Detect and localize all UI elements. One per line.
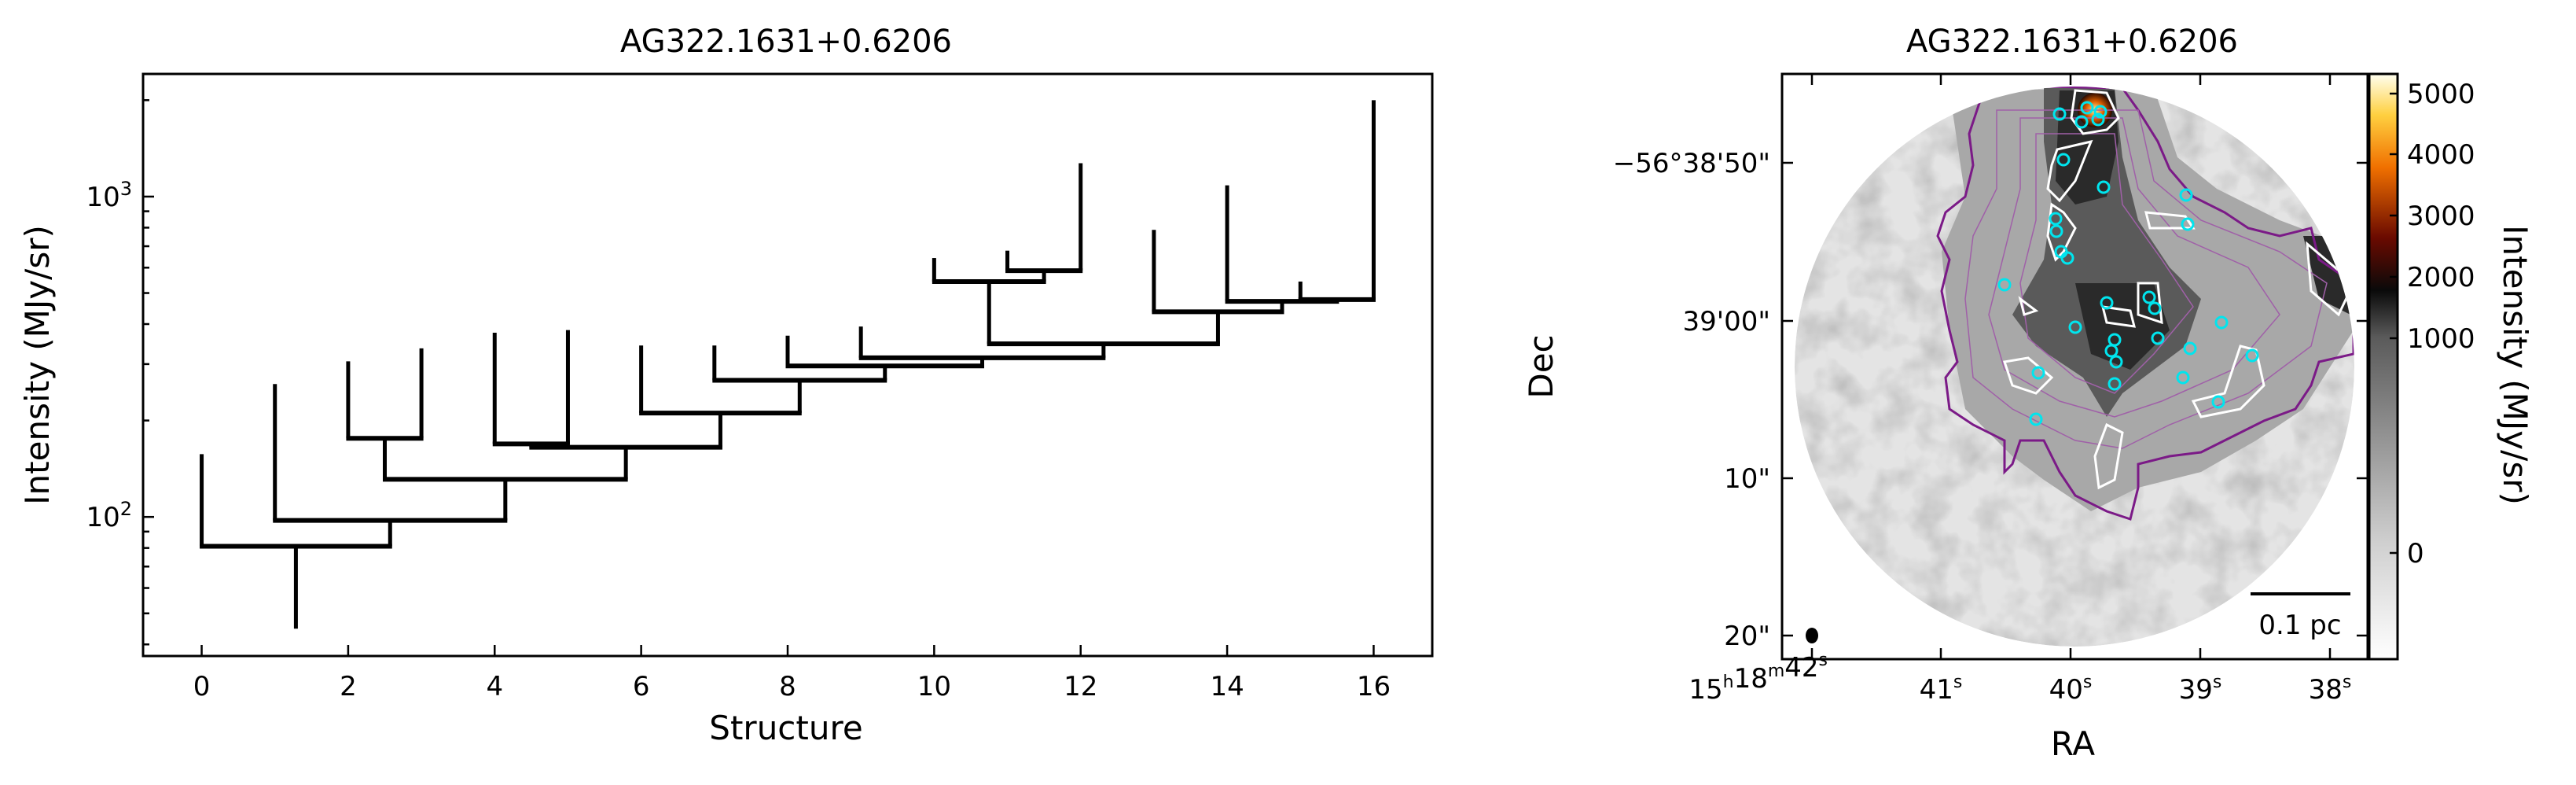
x-tick-label: 14 bbox=[1210, 671, 1244, 702]
dec-tick-label: 20" bbox=[1724, 621, 1770, 652]
core-marker bbox=[2183, 341, 2197, 356]
leaf-contours bbox=[2003, 89, 2354, 490]
core-marker bbox=[2049, 212, 2063, 226]
ra-tick-label: 39s bbox=[2179, 673, 2222, 706]
core-marker bbox=[2142, 290, 2156, 304]
core-marker bbox=[2104, 344, 2118, 358]
core-marker bbox=[2148, 301, 2162, 315]
core-marker bbox=[2109, 355, 2123, 369]
core-marker bbox=[2107, 377, 2122, 391]
dec-tick-label: 39'00" bbox=[1682, 306, 1770, 337]
core-marker bbox=[2031, 366, 2045, 380]
colorbar-tick-label: 1000 bbox=[2407, 323, 2475, 355]
outer-contour bbox=[1936, 87, 2354, 521]
x-tick-label: 12 bbox=[1064, 671, 1097, 702]
colorbar-tick-label: 5000 bbox=[2407, 79, 2475, 110]
dendrogram-panel: AG322.1631+0.6206 0 2 4 6 8 10 12 14 16 102 103 St… bbox=[18, 24, 1434, 747]
core-marker bbox=[2211, 395, 2225, 409]
core-marker bbox=[2096, 180, 2111, 194]
dec-axis-label: Dec bbox=[1522, 334, 1560, 398]
dendrogram-branches bbox=[200, 100, 1376, 629]
ra-tick-label: 15h18m42s bbox=[1689, 650, 1828, 706]
x-tick-label: 16 bbox=[1357, 671, 1391, 702]
core-markers bbox=[1997, 101, 2259, 426]
core-marker bbox=[2068, 320, 2082, 334]
core-marker bbox=[2100, 296, 2114, 310]
y-tick-label: 103 bbox=[86, 178, 132, 213]
core-marker bbox=[2176, 370, 2190, 385]
dec-tick-label: 10" bbox=[1724, 463, 1770, 495]
dendrogram-title: AG322.1631+0.6206 bbox=[620, 24, 952, 60]
y-tick-label: 102 bbox=[86, 498, 132, 533]
image-axes-frame bbox=[1780, 72, 2369, 661]
core-marker bbox=[2052, 107, 2067, 121]
x-tick-label: 4 bbox=[486, 671, 503, 702]
colorbar-ticks: 5000 4000 3000 2000 1000 0 bbox=[2390, 79, 2475, 569]
scale-bar-label: 0.1 pc bbox=[2258, 610, 2341, 641]
ra-tick-label: 41s bbox=[1920, 673, 1963, 706]
image-title: AG322.1631+0.6206 bbox=[1906, 24, 2238, 60]
core-marker bbox=[2179, 188, 2193, 202]
inner-contours bbox=[1964, 109, 2328, 449]
colorbar-label: Intensity (MJy/sr) bbox=[2496, 225, 2534, 505]
x-tick-label: 6 bbox=[633, 671, 650, 702]
beam-icon bbox=[1806, 628, 1818, 643]
dense-core bbox=[2056, 90, 2354, 370]
dec-tick-label: −56°38'50" bbox=[1613, 148, 1770, 179]
image-panel: AG322.1631+0.6206 15h18m42s 41s 40s 39s 38s −… bbox=[1522, 24, 2534, 763]
core-marker bbox=[2093, 105, 2107, 119]
core-marker bbox=[2181, 217, 2195, 231]
core-marker bbox=[2080, 101, 2094, 115]
y-axis-label: Intensity (MJy/sr) bbox=[18, 225, 57, 505]
colorbar-tick-label: 2000 bbox=[2407, 262, 2475, 293]
dendrogram-ticks: 0 2 4 6 8 10 12 14 16 102 103 bbox=[86, 99, 1391, 702]
x-tick-label: 8 bbox=[779, 671, 796, 702]
core-marker bbox=[2091, 112, 2105, 127]
x-tick-label: 10 bbox=[917, 671, 951, 702]
colorbar-tick-label: 3000 bbox=[2407, 201, 2475, 232]
core-marker bbox=[2056, 153, 2071, 167]
x-axis-label: Structure bbox=[709, 709, 862, 747]
x-tick-label: 2 bbox=[340, 671, 357, 702]
core-marker bbox=[2029, 412, 2043, 426]
core-marker bbox=[2214, 315, 2229, 330]
ra-tick-label: 40s bbox=[2049, 673, 2093, 706]
colorbar-tick-label: 4000 bbox=[2407, 139, 2475, 171]
core-marker bbox=[2074, 115, 2089, 129]
intensity-map bbox=[1795, 87, 2354, 647]
colorbar bbox=[2368, 72, 2399, 661]
ra-tick-label: 38s bbox=[2309, 673, 2352, 706]
image-ticks: 15h18m42s 41s 40s 39s 38s −56°38'50" 39'00" 10"… bbox=[1613, 74, 2368, 706]
core-marker bbox=[2245, 348, 2259, 363]
core-marker bbox=[2151, 331, 2165, 345]
core-marker bbox=[1997, 278, 2012, 292]
x-tick-label: 0 bbox=[193, 671, 211, 702]
core-marker bbox=[2060, 251, 2074, 265]
ra-axis-label: RA bbox=[2051, 724, 2095, 763]
core-marker bbox=[2049, 224, 2063, 238]
colorbar-tick-label: 0 bbox=[2407, 538, 2424, 569]
